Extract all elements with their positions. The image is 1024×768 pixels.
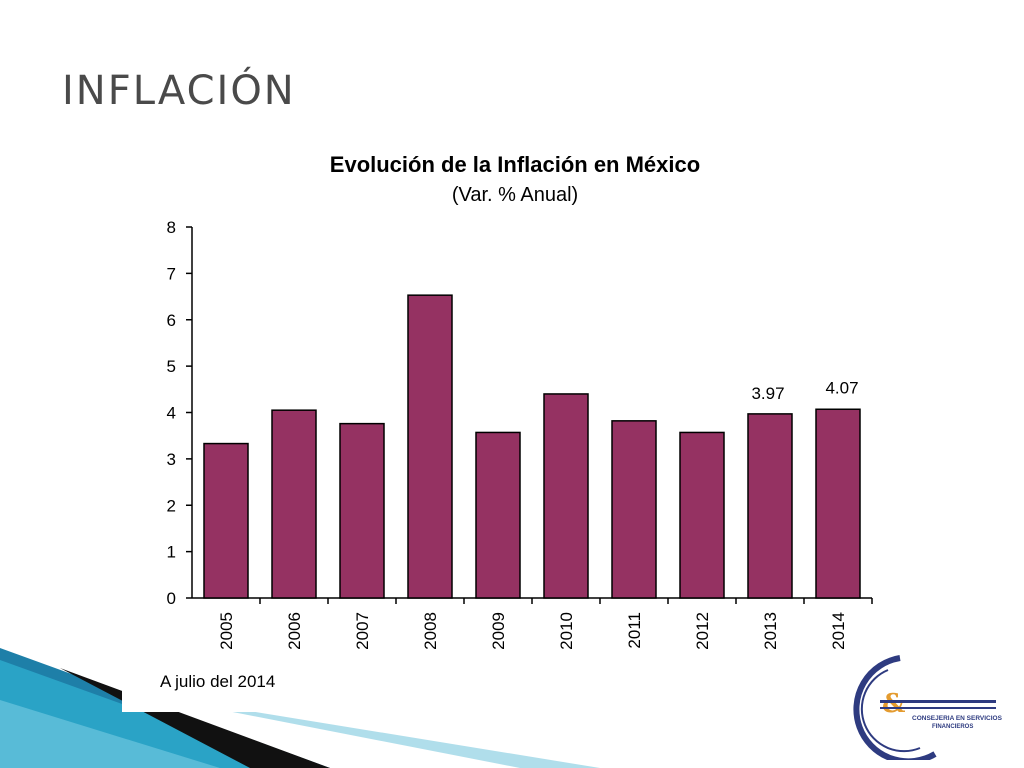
logo-text-line2: FINANCIEROS	[932, 724, 973, 730]
x-tick-label: 2013	[761, 612, 780, 650]
bar-2010	[543, 393, 589, 599]
x-tick-label: 2012	[693, 612, 712, 650]
bar-2014	[815, 408, 861, 599]
y-tick-label: 8	[167, 218, 176, 237]
y-tick-label: 0	[167, 589, 176, 608]
x-tick-label: 2011	[625, 612, 644, 649]
x-tick-label: 2009	[489, 612, 508, 650]
logo-mark: &	[882, 689, 905, 719]
x-tick-label: 2005	[217, 612, 236, 650]
y-tick-label: 4	[167, 404, 176, 423]
bar-2005	[203, 442, 249, 599]
y-tick-label: 3	[167, 450, 176, 469]
logo-text-line1: CONSEJERIA EN SERVICIOS	[912, 715, 1003, 722]
y-tick-label: 1	[167, 543, 176, 562]
y-tick-label: 7	[167, 264, 176, 283]
x-tick-label: 2010	[557, 612, 576, 650]
slide-title: INFLACIÓN	[62, 68, 296, 114]
bar-2012	[679, 431, 725, 599]
bar-2011	[611, 420, 657, 599]
bar-2009	[475, 431, 521, 599]
bar-2013	[747, 413, 793, 599]
chart-subtitle: (Var. % Anual)	[451, 184, 579, 206]
x-tick-label: 2014	[829, 612, 848, 650]
bar-2007	[339, 422, 385, 599]
x-tick-label: 2006	[285, 612, 304, 650]
chart-title: Evolución de la Inflación en México	[329, 152, 701, 177]
x-tick-label: 2007	[353, 612, 372, 650]
y-tick-label: 5	[167, 357, 176, 376]
footnote: A julio del 2014	[160, 672, 276, 691]
x-tick-label: 2008	[421, 612, 440, 650]
data-label-2013: 3.97	[751, 384, 784, 403]
bar-2006	[271, 409, 317, 599]
bar-2008	[407, 294, 453, 599]
data-label-2014: 4.07	[825, 378, 858, 397]
y-tick-label: 6	[167, 311, 176, 330]
company-logo: & CONSEJERIA EN SERVICIOS FINANCIEROS	[853, 655, 1003, 760]
y-tick-label: 2	[167, 496, 176, 515]
